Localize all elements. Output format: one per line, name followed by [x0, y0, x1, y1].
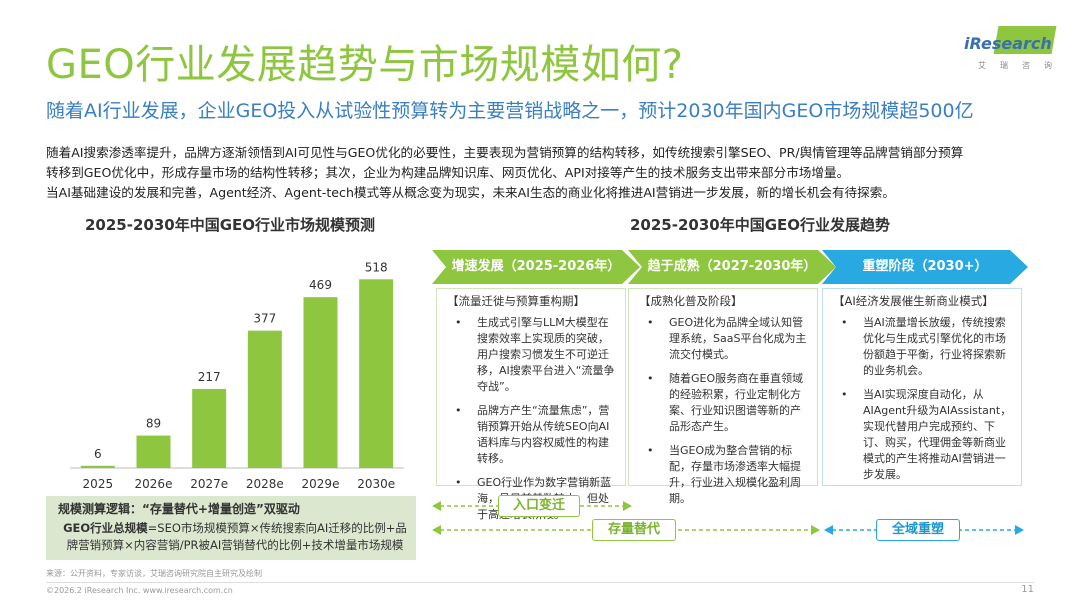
phase-banner-3: 重塑阶段（2030+）: [822, 250, 1028, 284]
bar-2025: [80, 465, 115, 468]
page-number: 11: [1021, 584, 1034, 595]
copyright: ©2026.2 iResearch Inc. www.iresearch.com…: [46, 586, 233, 595]
iresearch-logo: iResearch 艾瑞咨询: [962, 26, 1057, 74]
phase-1-item: 生成式引擎与LLM大模型在搜索效率上实现质的突破，用户搜索习惯发生不可逆迁移，A…: [445, 315, 619, 395]
phase-3-item: 当AI流量增长放缓，传统搜索优化与生成式引擎优化的市场份额趋于平衡，行业将探索新…: [831, 315, 1015, 379]
data-label-2027e: 217: [198, 370, 221, 384]
phase-1-item: 品牌方产生“流量焦虑”，营销预算开始从传统SEO向AI语料库与内容权威性的构建转…: [445, 403, 619, 467]
phase-2-item: 随着GEO服务商在垂直领域的经验积累，行业定制化方案、行业知识图谱等新的产品形态…: [637, 371, 811, 435]
logo-name: iResearch: [964, 34, 1052, 53]
calculation-logic-box: 规模测算逻辑：“存量替代+增量创造”双驱动 GEO行业总规模=SEO市场规模预算…: [46, 496, 416, 560]
page-subtitle: 随着AI行业发展，企业GEO投入从试验性预算转为主要营销战略之一，预计2030年…: [46, 100, 974, 122]
data-label-2030e: 518: [365, 260, 388, 274]
tick-label-2026e: 2026e: [135, 477, 173, 491]
data-label-2029e: 469: [309, 278, 332, 292]
data-label-2028e: 377: [253, 312, 276, 326]
data-label-2026e: 89: [146, 417, 161, 431]
phase-2-heading: 【成熟化普及阶段】: [639, 294, 743, 308]
formula-text: =SEO市场规模预算×传统搜索向AI迁移的比例+品牌营销预算×内容营销/PR被A…: [66, 521, 407, 552]
calculation-logic-title: 规模测算逻辑：“存量替代+增量创造”双驱动: [58, 502, 300, 516]
intro-text: 随着AI搜索渗透率提升，品牌方逐渐领悟到AI可见性与GEO优化的必要性，主要表现…: [46, 143, 1046, 203]
bar-2029e: [303, 297, 338, 468]
tick-label-2029e: 2029e: [302, 477, 340, 491]
tick-label-2028e: 2028e: [246, 477, 284, 491]
entry-change-label: 入口变迁: [498, 495, 580, 517]
chart-title: 2025-2030年中国GEO行业市场规模预测: [84, 216, 376, 234]
bar-2026e: [136, 435, 171, 468]
phase-2-item: GEO进化为品牌全域认知管理系统，SaaS平台化成为主流交付模式。: [637, 315, 811, 363]
intro-line-2: 转移到GEO优化中，形成存量市场的结构性转移；其次，企业为构建品牌知识库、网页优…: [46, 165, 850, 180]
tick-label-2030e: 2030e: [357, 477, 395, 491]
tick-label-2025: 2025: [83, 477, 114, 491]
data-label-2025: 6: [94, 447, 102, 461]
phase-banner-1: 增速发展（2025-2026年）: [432, 250, 640, 284]
phase-2-list: GEO进化为品牌全域认知管理系统，SaaS平台化成为主流交付模式。 随着GEO服…: [637, 315, 811, 515]
phase-label-1: 增速发展（2025-2026年）: [451, 259, 621, 274]
phase-label-3: 重塑阶段（2030+）: [862, 259, 988, 274]
trend-title: 2025-2030年中国GEO行业发展趋势: [629, 216, 891, 234]
phase-banner-1-shape: [432, 250, 640, 284]
intro-line-1: 随着AI搜索渗透率提升，品牌方逐渐领悟到AI可见性与GEO优化的必要性，主要表现…: [46, 145, 964, 160]
page-title: GEO行业发展趋势与市场规模如何?: [46, 42, 684, 88]
phase-column-1: 【流量迁徙与预算重构期】 生成式引擎与LLM大模型在搜索效率上实现质的突破，用户…: [436, 288, 626, 521]
intro-line-3: 当AI基础建设的发展和完善，Agent经济、Agent-tech模式等从概念变为…: [46, 185, 895, 200]
phase-3-heading: 【AI经济发展催生新商业模式】: [833, 294, 994, 308]
phase-3-item: 当AI实现深度自动化，从AIAgent升级为AIAssistant，实现代替用户…: [831, 387, 1015, 483]
market-size-bar-chart: 6 2025 89 2026e 217 2027e 377 2028e 469 2029e 518 2…: [70, 260, 404, 491]
source-note: 来源：公开资料，专家访谈，艾瑞咨询研究院自主研究及绘制: [46, 569, 262, 578]
phase-banner-3-shape: [822, 250, 1028, 284]
phase-banner-2: 趋于成熟（2027-2030年）: [628, 250, 836, 284]
phase-column-2: 【成熟化普及阶段】 GEO进化为品牌全域认知管理系统，SaaS平台化成为主流交付…: [628, 288, 818, 505]
phase-2-item: 当GEO成为整合营销的标配，存量市场渗透率大幅提升，行业进入规模化盈利周期。: [637, 443, 811, 507]
formula-label: GEO行业总规模: [63, 521, 148, 535]
bar-2030e: [359, 279, 394, 468]
calculation-formula: GEO行业总规模=SEO市场规模预算×传统搜索向AI迁移的比例+品牌营销预算×内…: [60, 520, 410, 554]
phase-1-heading: 【流量迁徙与预算重构期】: [447, 294, 585, 308]
phase-column-3: 【AI经济发展催生新商业模式】 当AI流量增长放缓，传统搜索优化与生成式引擎优化…: [822, 288, 1022, 486]
bar-2027e: [192, 388, 227, 468]
phase-label-2: 趋于成熟（2027-2030年）: [647, 259, 817, 274]
tick-label-2027e: 2027e: [190, 477, 228, 491]
phase-banner-2-shape: [628, 250, 836, 284]
full-reshape-label: 全域重塑: [876, 519, 960, 541]
stock-replace-label: 存量替代: [592, 519, 676, 541]
phase-3-list: 当AI流量增长放缓，传统搜索优化与生成式引擎优化的市场份额趋于平衡，行业将探索新…: [831, 315, 1015, 491]
bar-2028e: [247, 330, 282, 468]
logo-sub: 艾瑞咨询: [978, 61, 1066, 70]
footer-divider: [46, 582, 1034, 583]
